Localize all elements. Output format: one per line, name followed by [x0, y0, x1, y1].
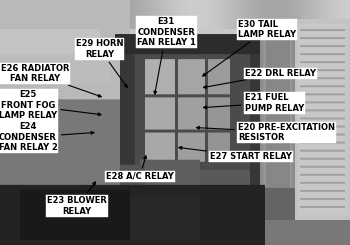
Text: E22 DRL RELAY: E22 DRL RELAY: [203, 69, 316, 88]
Text: E28 A/C RELAY: E28 A/C RELAY: [106, 156, 174, 181]
Text: E30 TAIL
LAMP RELAY: E30 TAIL LAMP RELAY: [203, 20, 296, 76]
Text: E26 RADIATOR
FAN RELAY: E26 RADIATOR FAN RELAY: [1, 64, 101, 97]
Text: E25
FRONT FOG
LAMP RELAY: E25 FRONT FOG LAMP RELAY: [0, 90, 101, 120]
Text: E29 HORN
RELAY: E29 HORN RELAY: [76, 39, 127, 87]
Text: E23 BLOWER
RELAY: E23 BLOWER RELAY: [47, 182, 107, 216]
Text: E31
CONDENSER
FAN RELAY 1: E31 CONDENSER FAN RELAY 1: [137, 17, 196, 94]
Text: E21 FUEL
PUMP RELAY: E21 FUEL PUMP RELAY: [203, 93, 304, 113]
Text: E20 PRE-EXCITATION
RESISTOR: E20 PRE-EXCITATION RESISTOR: [196, 122, 335, 142]
Text: E27 START RELAY: E27 START RELAY: [179, 147, 292, 161]
Text: E24
CONDENSER
FAN RELAY 2: E24 CONDENSER FAN RELAY 2: [0, 122, 94, 152]
